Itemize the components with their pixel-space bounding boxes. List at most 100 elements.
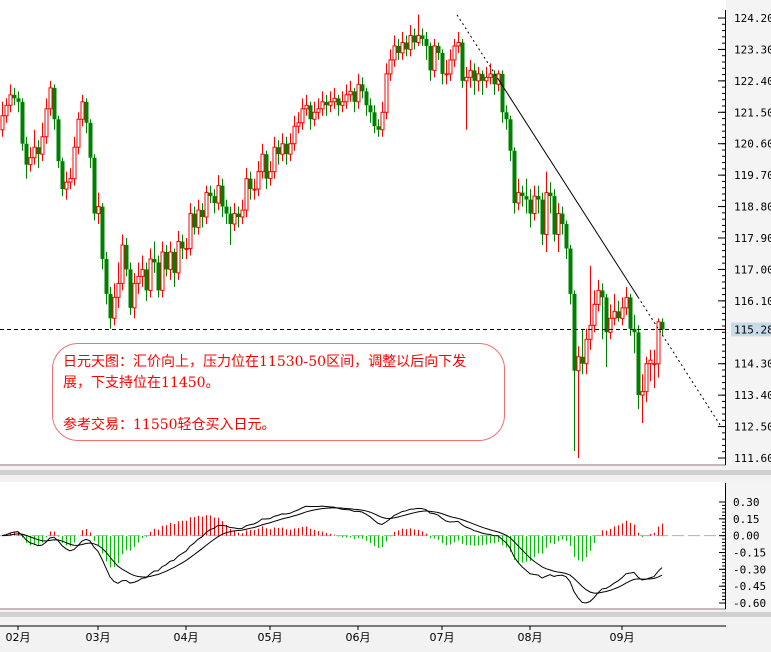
macd-panel <box>0 505 718 604</box>
candle-body <box>256 171 261 190</box>
candle-up <box>392 35 397 67</box>
price-tick-label: 114.30 <box>734 358 771 371</box>
candle-body <box>508 119 513 151</box>
month-label: 03月 <box>86 631 111 644</box>
price-tick-label: 111.60 <box>734 452 771 465</box>
month-label: 06月 <box>346 631 371 644</box>
price-tick-label: 115.28 <box>734 323 771 336</box>
candle-down <box>52 84 57 130</box>
candle-down <box>156 255 161 298</box>
candle-body <box>532 195 537 215</box>
candle-body <box>564 224 569 249</box>
candle-up <box>464 66 469 130</box>
candle-body <box>320 101 325 110</box>
macd-tick-label: -0.15 <box>733 547 766 560</box>
candle-body <box>48 87 53 110</box>
price-tick-label: 117.00 <box>734 263 771 276</box>
candle-up <box>244 168 249 218</box>
candle-body <box>232 213 237 225</box>
candle-body <box>88 122 93 158</box>
candle-down <box>376 119 381 137</box>
candle-body <box>240 209 245 218</box>
candle-body <box>20 101 25 144</box>
candle-body <box>44 108 49 138</box>
candle-down <box>24 136 29 179</box>
candle-up <box>624 286 629 315</box>
candle-body <box>356 83 361 103</box>
candle-down <box>548 182 553 214</box>
candle-body <box>536 196 541 200</box>
candle-up <box>432 38 437 78</box>
candle-body <box>8 94 13 106</box>
candle-up <box>532 185 537 221</box>
candle-body <box>340 101 345 106</box>
candle-up <box>516 178 521 211</box>
candle-up <box>344 84 349 109</box>
candle-body <box>568 248 573 294</box>
candle-down <box>284 136 289 165</box>
candle-down <box>424 31 429 60</box>
candle-body <box>368 105 373 113</box>
candle-down <box>364 87 369 116</box>
candle-down <box>208 185 213 204</box>
candle-up <box>400 31 405 60</box>
candle-down <box>472 63 477 95</box>
candle-down <box>228 206 233 245</box>
candle-body <box>472 70 477 81</box>
candle-body <box>428 45 433 71</box>
candle-body <box>248 178 253 190</box>
macd-axis: 0.30 0.15 0.00 -0.15 -0.30 -0.45 -0.60 <box>719 496 766 610</box>
candle-up <box>652 349 657 389</box>
candle-body <box>440 52 445 74</box>
candle-body <box>300 108 305 124</box>
candle-down <box>616 300 621 322</box>
candle-up <box>184 238 189 259</box>
candle-body <box>148 258 153 291</box>
candle-up <box>140 255 145 287</box>
candle-body <box>200 210 205 218</box>
candle-up <box>320 91 325 116</box>
candle-body <box>112 296 117 319</box>
panel-separator-bottom <box>0 612 771 617</box>
candle-body <box>612 310 617 319</box>
candle-body <box>96 206 101 215</box>
candle-body <box>552 196 557 235</box>
candle-body <box>100 206 105 259</box>
macd-tick-label: -0.60 <box>733 597 766 610</box>
candle-up <box>68 168 73 190</box>
candle-up <box>316 98 321 120</box>
candle-body <box>224 206 229 214</box>
macd-tick-label: -0.45 <box>733 580 766 593</box>
candle-down <box>528 189 533 228</box>
price-tick-label: 113.40 <box>734 389 771 402</box>
price-tick-label: 116.10 <box>734 295 771 308</box>
panel-separator[interactable] <box>0 470 771 475</box>
candle-body <box>180 241 185 249</box>
candle-down <box>412 28 417 50</box>
candle-body <box>592 303 597 326</box>
candle-up <box>160 241 165 298</box>
candle-body <box>164 251 169 270</box>
candle-body <box>204 192 209 218</box>
candle-body <box>16 98 21 102</box>
candle-body <box>328 101 333 106</box>
candle-body <box>636 332 641 396</box>
candle-down <box>568 244 573 305</box>
candle-up <box>332 87 337 109</box>
candle-body <box>108 293 113 319</box>
candle-up <box>132 272 137 319</box>
candle-body <box>60 161 65 190</box>
candle-down <box>84 98 89 134</box>
candle-up <box>640 374 645 424</box>
candle-body <box>468 69 473 78</box>
candle-down <box>520 185 525 207</box>
candle-body <box>188 213 193 249</box>
candle-body <box>576 356 581 372</box>
candle-body <box>572 293 577 371</box>
candle-up <box>656 318 661 378</box>
candle-down <box>164 244 169 277</box>
candle-body <box>92 157 97 214</box>
price-axis: 124.20 123.30 122.40 121.50 120.60 119.70 118.… <box>718 12 771 465</box>
candle-up <box>8 84 13 113</box>
candle-body <box>484 76 489 82</box>
